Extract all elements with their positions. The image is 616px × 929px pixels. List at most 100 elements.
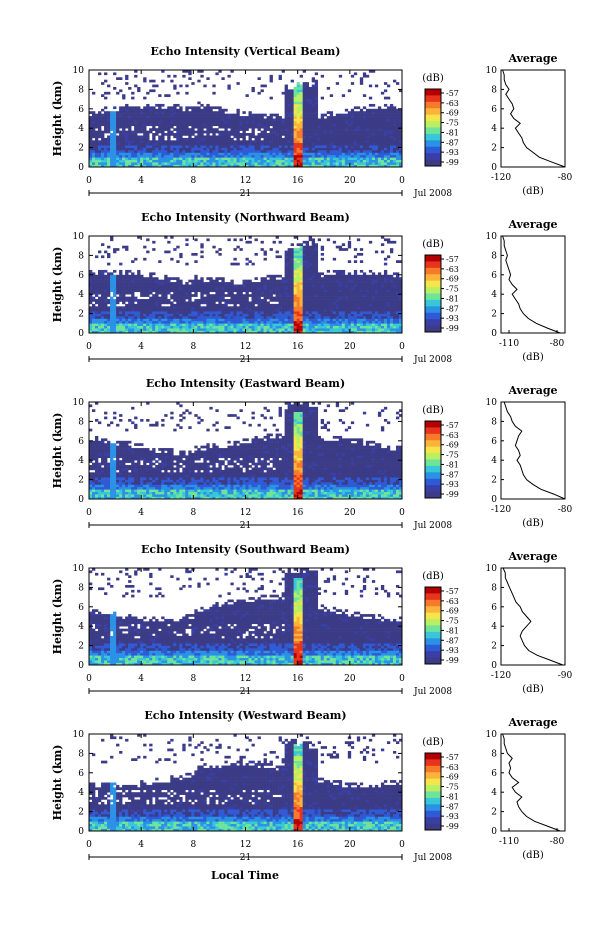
colorbar-swatch xyxy=(425,114,441,122)
colorbar-swatch xyxy=(425,765,441,773)
colorbar-swatch xyxy=(425,127,441,135)
profile-y-tick-label: 8 xyxy=(491,251,497,261)
colorbar-swatch xyxy=(425,433,441,441)
colorbar-tick-label: -63 xyxy=(446,99,459,108)
colorbar-unit: (dB) xyxy=(422,73,444,84)
colorbar-tick-label: -93 xyxy=(446,646,459,655)
profile-frame xyxy=(500,733,566,832)
colorbar-swatch xyxy=(425,95,441,103)
y-tick-label: 4 xyxy=(78,124,84,134)
y-axis-label: Height (km) xyxy=(51,81,64,157)
colorbar-swatch xyxy=(425,612,441,620)
colorbar-tick-label: -57 xyxy=(446,587,459,596)
profile-x-tick-label: -110 xyxy=(499,837,519,847)
profile-x-label: (dB) xyxy=(522,186,544,197)
x-tick-label: 4 xyxy=(138,342,144,352)
profile-frame xyxy=(500,69,566,168)
colorbar-swatch xyxy=(425,299,441,307)
colorbar-tick-label: -57 xyxy=(446,89,459,98)
colorbar-tick-label: -69 xyxy=(446,109,459,118)
profile-y-tick-label: 10 xyxy=(486,730,498,740)
profile-x-tick-label: -120 xyxy=(491,173,511,183)
x-tick-label: 0 xyxy=(86,342,92,352)
x-tick-label: 20 xyxy=(344,342,356,352)
profile-title: Average xyxy=(507,716,557,729)
day-label: 21 xyxy=(240,853,251,863)
profile-frame xyxy=(500,401,566,500)
profile-title: Average xyxy=(507,550,557,563)
panel-title: Echo Intensity (Eastward Beam) xyxy=(146,377,345,390)
x-tick-label: 16 xyxy=(292,508,304,518)
profile-y-tick-label: 2 xyxy=(491,476,497,486)
colorbar-swatch xyxy=(425,804,441,812)
profile-y-tick-label: 8 xyxy=(491,417,497,427)
profile-y-tick-label: 6 xyxy=(491,105,497,115)
date-label: Jul 2008 xyxy=(413,521,452,531)
colorbar-frame xyxy=(424,752,442,831)
colorbar-swatch xyxy=(425,491,441,499)
colorbar-swatch xyxy=(425,625,441,633)
colorbar-tick-label: -63 xyxy=(446,431,459,440)
day-label: 21 xyxy=(240,189,251,199)
profile-y-tick-label: 0 xyxy=(491,329,497,339)
colorbar-swatch xyxy=(425,478,441,486)
profile-x-label: (dB) xyxy=(522,518,544,529)
colorbar-tick-label: -99 xyxy=(446,490,459,499)
y-tick-label: 8 xyxy=(78,85,84,95)
y-axis-label: Height (km) xyxy=(51,579,64,655)
profile-title: Average xyxy=(507,52,557,65)
colorbar-tick-label: -69 xyxy=(446,607,459,616)
colorbar-swatch xyxy=(425,644,441,652)
x-tick-label: 12 xyxy=(240,508,251,518)
colorbar-tick-label: -75 xyxy=(446,617,459,626)
colorbar-swatch xyxy=(425,325,441,333)
colorbar-swatch xyxy=(425,638,441,646)
x-tick-label: 8 xyxy=(190,674,196,684)
x-tick-label: 16 xyxy=(292,840,304,850)
y-axis-label: Height (km) xyxy=(51,247,64,323)
colorbar-tick-label: -69 xyxy=(446,773,459,782)
colorbar-swatch xyxy=(425,421,441,428)
colorbar-frame xyxy=(424,420,442,499)
profile-frame xyxy=(500,567,566,666)
colorbar-tick-label: -57 xyxy=(446,753,459,762)
profile-x-tick-label: -80 xyxy=(558,505,573,515)
colorbar-swatch xyxy=(425,485,441,492)
colorbar-tick-label: -69 xyxy=(446,275,459,284)
colorbar-swatch xyxy=(425,759,441,767)
colorbar-swatch xyxy=(425,121,441,128)
colorbar-swatch xyxy=(425,606,441,614)
colorbar-unit: (dB) xyxy=(422,239,444,250)
colorbar-tick-label: -99 xyxy=(446,822,459,831)
profile-y-tick-label: 4 xyxy=(491,788,497,798)
colorbar-swatch xyxy=(425,108,441,116)
colorbar-swatch xyxy=(425,619,441,626)
date-label: Jul 2008 xyxy=(413,355,452,365)
colorbar-tick-label: -87 xyxy=(446,470,459,479)
colorbar-swatch xyxy=(425,651,441,658)
y-tick-label: 6 xyxy=(78,769,84,779)
colorbar-tick-label: -93 xyxy=(446,812,459,821)
colorbar-swatch xyxy=(425,587,441,594)
y-tick-label: 8 xyxy=(78,749,84,759)
colorbar-tick-label: -81 xyxy=(446,128,459,137)
profile-y-tick-label: 2 xyxy=(491,642,497,652)
colorbar-tick-label: -81 xyxy=(446,626,459,635)
colorbar-swatch xyxy=(425,465,441,473)
profile-y-tick-label: 10 xyxy=(486,66,498,76)
x-tick-label: 20 xyxy=(344,508,356,518)
y-tick-label: 10 xyxy=(73,66,85,76)
colorbar-unit: (dB) xyxy=(422,571,444,582)
colorbar-swatch xyxy=(425,472,441,480)
x-tick-label: 20 xyxy=(344,840,356,850)
day-label: 21 xyxy=(240,355,251,365)
y-tick-label: 0 xyxy=(78,163,84,173)
panel-1: Echo Intensity (Vertical Beam) 0 2 4 6 8 10 0 4 8… xyxy=(51,45,573,199)
heatmap-cells xyxy=(89,236,403,334)
profile-y-tick-label: 6 xyxy=(491,271,497,281)
y-tick-label: 10 xyxy=(73,564,85,574)
colorbar-swatch xyxy=(425,427,441,435)
colorbar-swatch xyxy=(425,440,441,448)
profile-title: Average xyxy=(507,384,557,397)
colorbar-swatch xyxy=(425,778,441,786)
